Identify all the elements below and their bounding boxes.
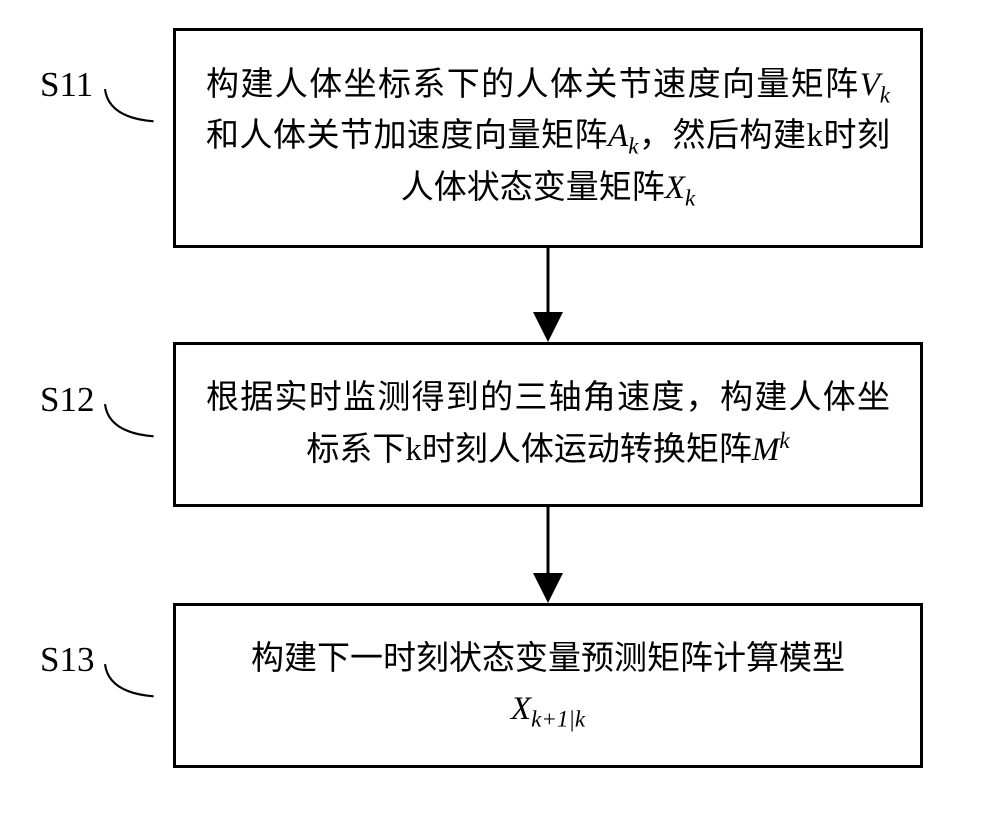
step-label-s12: S12 (40, 380, 94, 420)
step-text-s11: 构建人体坐标系下的人体关节速度向量矩阵Vk和人体关节加速度向量矩阵Ak，然后构建… (206, 61, 890, 215)
step-box-s11: 构建人体坐标系下的人体关节速度向量矩阵Vk和人体关节加速度向量矩阵Ak，然后构建… (173, 28, 923, 248)
step-box-s12: 根据实时监测得到的三轴角速度，构建人体坐标系下k时刻人体运动转换矩阵Mk (173, 342, 923, 507)
step-text-s13: 构建下一时刻状态变量预测矩阵计算模型Xk+1|k (251, 635, 845, 736)
step-label-s13: S13 (40, 640, 94, 680)
step-box-s13: 构建下一时刻状态变量预测矩阵计算模型Xk+1|k (173, 603, 923, 768)
label-connector-s12 (105, 397, 155, 447)
flowchart-container: S11 构建人体坐标系下的人体关节速度向量矩阵Vk和人体关节加速度向量矩阵Ak，… (0, 0, 1000, 823)
label-connector-s13 (105, 657, 155, 707)
label-connector-s11 (105, 82, 155, 132)
step-label-s11: S11 (40, 65, 93, 105)
step-text-s12: 根据实时监测得到的三轴角速度，构建人体坐标系下k时刻人体运动转换矩阵Mk (206, 374, 890, 476)
